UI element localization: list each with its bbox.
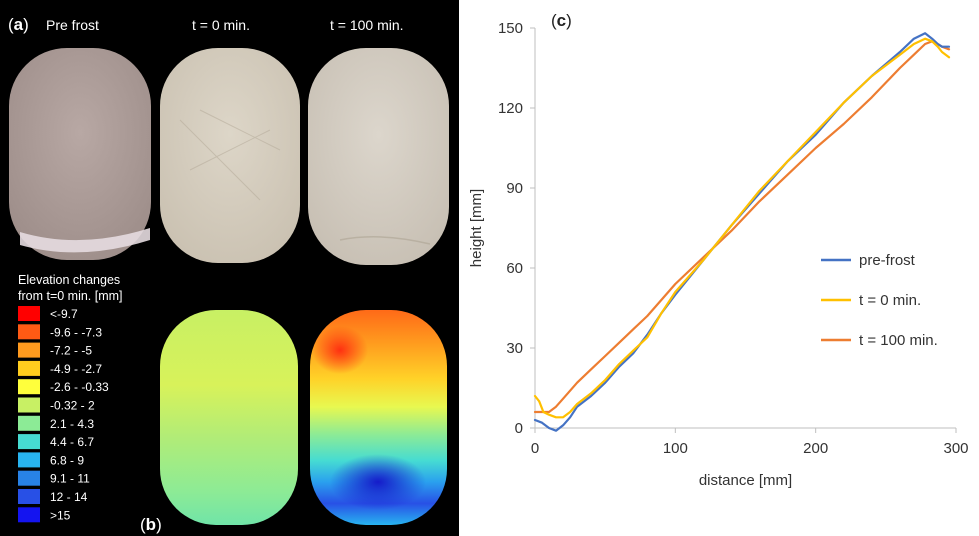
panel-b-label: (b): [140, 515, 162, 534]
legend-swatch: [18, 397, 40, 413]
legend-swatch: [18, 379, 40, 395]
chart-series: [533, 32, 951, 432]
frost-images-panel: (a) Pre frost t = 0 min. t = 100 min. El…: [0, 0, 459, 536]
x-tick-label: 0: [531, 440, 539, 457]
x-tick-label: 200: [803, 440, 828, 457]
legend-swatch: [18, 489, 40, 504]
panel-c-label: (c): [551, 11, 572, 30]
x-axis-label: distance [mm]: [699, 472, 792, 489]
series-line-0: [533, 32, 951, 432]
photo-t100: [308, 48, 449, 265]
x-tick-label: 100: [663, 440, 688, 457]
column-label-t0: t = 0 min.: [192, 17, 250, 33]
y-tick-label: 120: [498, 100, 523, 117]
series-line-1: [533, 37, 951, 419]
legend-label: 2.1 - 4.3: [50, 417, 94, 431]
legend-swatch: [18, 306, 40, 321]
y-axis-label: height [mm]: [468, 189, 485, 267]
legend-swatch: [18, 324, 40, 340]
y-tick-label: 30: [506, 340, 523, 357]
legend-swatch: [18, 415, 40, 431]
legend-title-line1: Elevation changes: [18, 273, 120, 287]
height-profile-chart: (c) 0 100 200 300 0 30 60 90 120 150 pre-frost t =…: [459, 0, 979, 536]
photo-pre-frost: [9, 48, 151, 260]
legend-label: -7.2 - -5: [50, 344, 92, 358]
legend-label: 6.8 - 9: [50, 453, 84, 467]
legend-swatch: [18, 434, 40, 450]
frost-images-figure: (a) Pre frost t = 0 min. t = 100 min. El…: [8, 15, 449, 534]
x-tick-label: 300: [943, 440, 968, 457]
legend-label-2: t = 100 min.: [859, 332, 938, 349]
legend-label: -0.32 - 2: [50, 399, 95, 413]
legend-label: 9.1 - 11: [50, 472, 90, 486]
legend-title-line2: from t=0 min. [mm]: [18, 289, 123, 303]
y-tick-label: 90: [506, 180, 523, 197]
elevation-legend: <-9.7 -9.6 - -7.3 -7.2 - -5 -4.9 - -2.7 -2.6…: [18, 306, 109, 523]
legend-label: 12 - 14: [50, 490, 88, 504]
y-tick-label: 150: [498, 20, 523, 37]
photo-t0-texture: [179, 109, 281, 201]
legend-swatch: [18, 452, 40, 468]
y-tick-label: 60: [506, 260, 523, 277]
legend-swatch: [18, 360, 40, 376]
legend-label: -2.6 - -0.33: [50, 380, 109, 394]
height-profile-svg: (c) 0 100 200 300 0 30 60 90 120 150 pre-frost t =…: [468, 11, 969, 489]
legend-label: -4.9 - -2.7: [50, 362, 102, 376]
series-line-2: [533, 40, 951, 414]
legend-swatch: [18, 470, 40, 486]
elevation-map-t100-coldspot: [330, 454, 426, 510]
legend-label: <-9.7: [50, 307, 78, 321]
y-tick-label: 0: [515, 420, 523, 437]
photo-t100-texture: [339, 236, 431, 245]
elevation-map-t100-hotspot: [312, 326, 368, 374]
panel-a-label: (a): [8, 15, 29, 34]
legend-label: 4.4 - 6.7: [50, 435, 94, 449]
column-label-t100: t = 100 min.: [330, 17, 404, 33]
legend-label-1: t = 0 min.: [859, 292, 921, 309]
legend-swatch: [18, 342, 40, 358]
legend-label-0: pre-frost: [859, 252, 916, 269]
elevation-map-t0: [160, 310, 298, 525]
legend-label: -9.6 - -7.3: [50, 325, 102, 339]
legend-swatch: [18, 507, 40, 523]
legend-label: >15: [50, 508, 71, 522]
column-label-pre-frost: Pre frost: [46, 17, 99, 33]
photo-pre-frost-highlight: [20, 228, 150, 253]
photo-t0: [160, 48, 300, 263]
chart-legend: pre-frost t = 0 min. t = 100 min.: [821, 252, 938, 349]
chart-axes: 0 100 200 300 0 30 60 90 120 150: [498, 20, 969, 457]
